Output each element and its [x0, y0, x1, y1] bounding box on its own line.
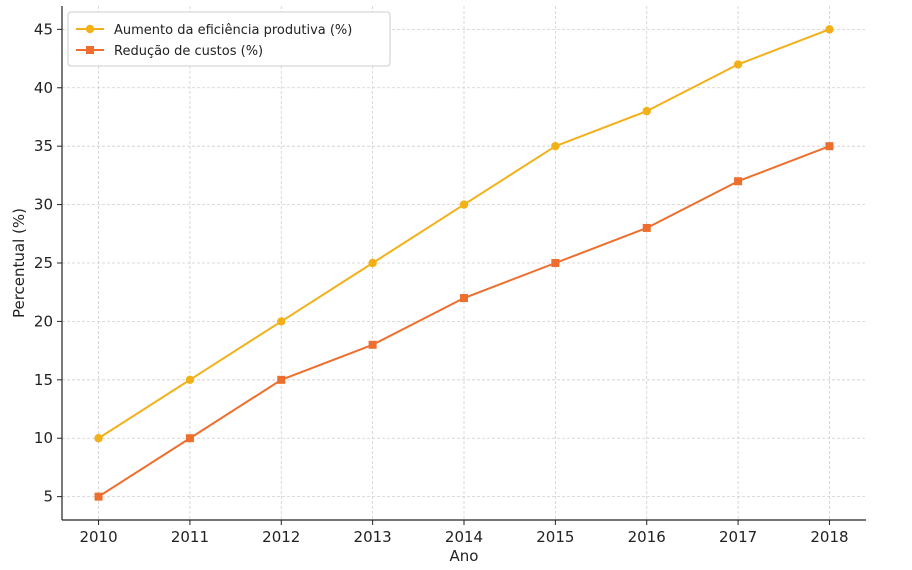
x-axis-title: Ano — [450, 547, 479, 565]
x-tick-label: 2010 — [79, 528, 117, 546]
x-tick-label: 2017 — [719, 528, 757, 546]
data-point — [185, 434, 194, 443]
legend-marker — [85, 24, 95, 34]
data-point — [459, 200, 469, 209]
data-point — [368, 340, 377, 349]
series-1 — [94, 142, 834, 501]
legend: Aumento da eficiência produtiva (%) Reduç… — [67, 11, 391, 67]
legend-entries: Aumento da eficiência produtiva (%) Reduç… — [76, 23, 352, 59]
legend-entry: Redução de custos (%) — [76, 44, 263, 59]
data-point — [642, 223, 651, 232]
data-point — [368, 258, 377, 268]
y-tick-label: 5 — [43, 488, 53, 506]
x-tick-label: 2012 — [262, 528, 300, 546]
data-point — [825, 142, 834, 151]
data-point — [825, 25, 834, 34]
data-point — [734, 177, 743, 186]
grid — [62, 6, 866, 520]
data-point — [733, 60, 743, 69]
x-tick-label: 2018 — [810, 528, 848, 546]
data-point — [277, 375, 286, 384]
y-tick-label: 25 — [34, 254, 53, 272]
legend-label: Aumento da eficiência produtiva (%) — [114, 23, 352, 38]
y-tick-label: 35 — [34, 137, 53, 155]
legend-marker — [86, 46, 94, 54]
data-point — [94, 434, 103, 443]
y-tick-label: 45 — [34, 20, 53, 38]
y-tick-label: 15 — [34, 371, 53, 389]
legend-label: Redução de custos (%) — [114, 44, 263, 59]
data-point — [185, 375, 195, 385]
y-tick-label: 40 — [34, 79, 53, 97]
x-ticks: 2010 2011 2012 2013 2014 2015 2016 2017 2018 — [79, 520, 849, 546]
data-point — [551, 259, 560, 267]
x-tick-label: 2014 — [445, 528, 483, 546]
y-axis-title: Percentual (%) — [10, 208, 28, 318]
data-point — [642, 106, 651, 116]
data-point — [277, 317, 286, 326]
x-tick-label: 2016 — [628, 528, 666, 546]
series-0 — [94, 25, 834, 443]
data-point — [460, 294, 468, 303]
y-tick-label: 20 — [34, 312, 53, 330]
y-tick-label: 10 — [34, 429, 53, 447]
x-tick-label: 2011 — [171, 528, 209, 546]
data-point — [94, 492, 103, 501]
data-point — [551, 141, 560, 151]
x-tick-label: 2013 — [354, 528, 392, 546]
y-ticks: 5 10 15 20 25 30 35 40 45 — [34, 20, 62, 506]
y-tick-label: 30 — [34, 196, 53, 214]
x-tick-label: 2015 — [536, 528, 574, 546]
legend-box — [67, 11, 391, 67]
series-layer — [94, 25, 834, 501]
legend-entry: Aumento da eficiência produtiva (%) — [76, 23, 352, 38]
